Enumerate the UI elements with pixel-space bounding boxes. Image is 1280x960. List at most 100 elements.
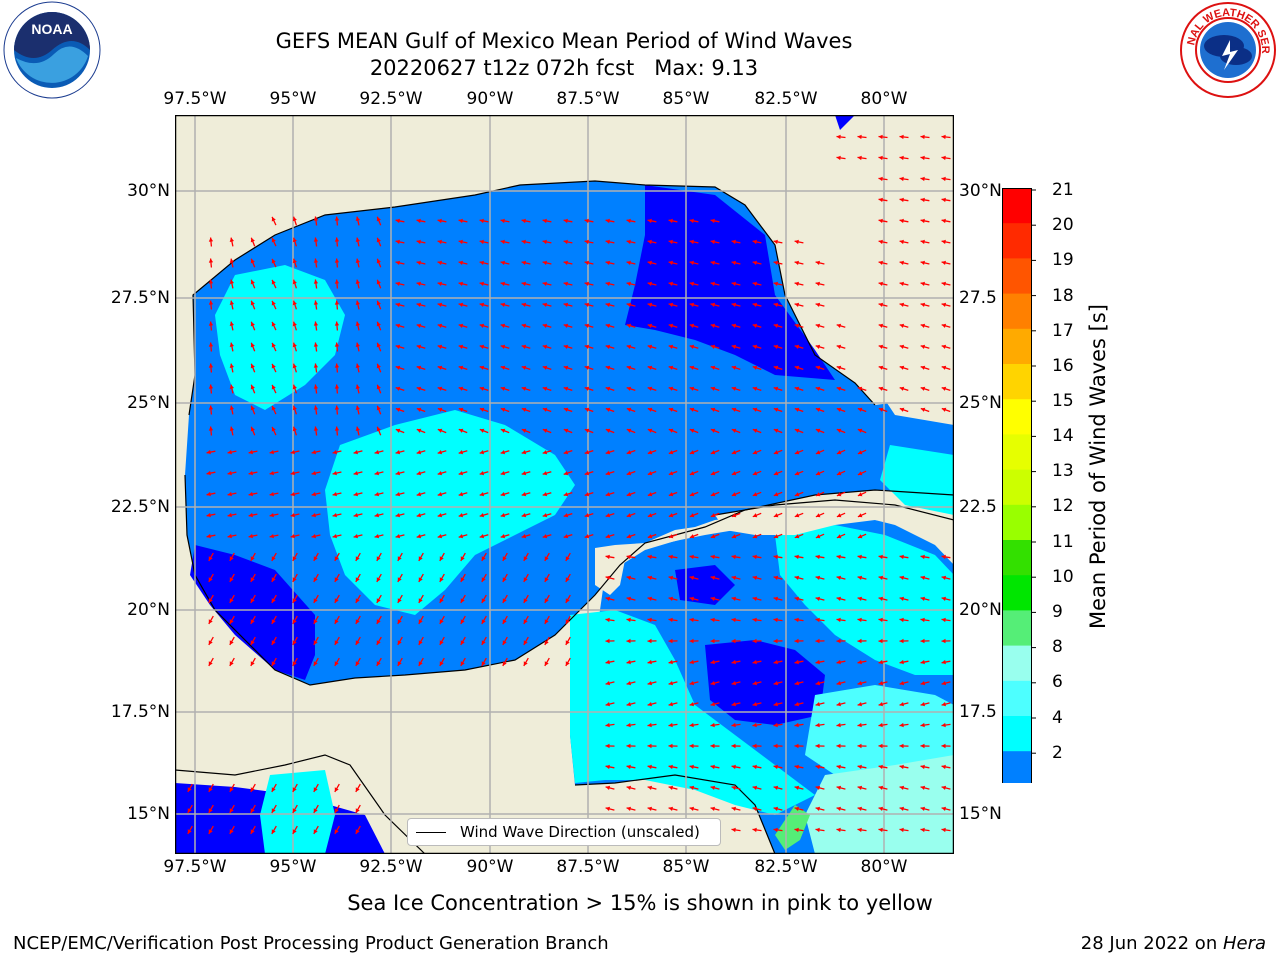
wave-direction-arrowhead [208, 426, 214, 431]
wave-direction-arrowhead [605, 492, 611, 497]
wave-direction-arrowhead [208, 300, 214, 305]
wave-direction-arrowhead [689, 575, 695, 580]
wave-direction-arrowhead [899, 617, 904, 623]
wave-direction-arrowhead [584, 239, 589, 245]
wave-direction-arrowhead [250, 426, 255, 432]
wave-direction-arrowhead [481, 640, 486, 645]
wave-direction-arrowhead [500, 428, 506, 433]
wave-direction-arrowhead [731, 806, 736, 811]
colorbar-segment [1002, 469, 1032, 506]
wave-direction-arrowhead [395, 471, 401, 476]
wave-direction-arrowhead [878, 785, 884, 790]
wave-direction-arrowhead [752, 239, 757, 245]
wave-direction-arrowhead [899, 806, 904, 811]
wave-direction-arrowhead [941, 617, 946, 623]
wave-direction-arrowhead [418, 661, 423, 666]
map-graticule [175, 115, 954, 854]
wave-direction-arrowhead [500, 218, 505, 224]
wave-direction-arrowhead [334, 384, 340, 389]
wave-direction-arrowhead [836, 386, 842, 391]
wave-direction-arrowhead [416, 450, 422, 455]
wave-direction-arrowhead [920, 575, 926, 580]
wave-direction-arrowhead [605, 407, 611, 412]
wave-direction-arrowhead [376, 661, 381, 666]
wave-direction-arrowhead [458, 386, 464, 391]
wave-direction-arrowhead [794, 681, 800, 686]
lon-tick-bottom: 92.5°W [359, 857, 423, 877]
wave-direction-arrowhead [395, 492, 401, 497]
wave-direction-arrowhead [376, 598, 381, 603]
wave-direction-arrowhead [334, 808, 339, 813]
wave-direction-arrowhead [502, 661, 507, 666]
wave-direction-arrowhead [311, 513, 316, 518]
wave-direction-arrowhead [647, 218, 652, 224]
wave-direction-arrowhead [878, 764, 883, 770]
wave-direction-arrowhead [229, 405, 234, 410]
wave-direction-arrowhead [794, 407, 800, 412]
wave-direction-arrowhead [584, 344, 590, 349]
wave-direction-arrowhead [416, 239, 421, 245]
wave-direction-arrowhead [752, 764, 757, 770]
wave-direction-arrowhead [605, 281, 610, 286]
wave-direction-arrowhead [878, 260, 883, 265]
wave-direction-arrowhead [815, 471, 821, 476]
wave-direction-arrowhead [773, 302, 779, 307]
wave-direction-arrowhead [836, 428, 842, 433]
wave-direction-arrowhead [731, 827, 736, 833]
wave-direction-arrowhead [794, 617, 799, 623]
wave-direction-arrowhead [584, 407, 590, 412]
wave-direction-arrowhead [416, 302, 422, 307]
wave-direction-arrowhead [292, 216, 297, 222]
wave-direction-arrowhead [668, 575, 674, 580]
wave-direction-arrowhead [857, 596, 862, 601]
wave-direction-arrowhead [689, 806, 694, 811]
wave-direction-arrowhead [542, 218, 547, 224]
wave-direction-arrowhead [376, 640, 381, 645]
wave-direction-arrowhead [334, 661, 339, 666]
wave-direction-arrowhead [689, 554, 694, 560]
wave-direction-arrowhead [395, 218, 400, 224]
wave-direction-arrowhead [500, 302, 506, 307]
wave-direction-arrowhead [752, 722, 757, 728]
wave-direction-arrowhead [313, 661, 318, 666]
wave-direction-arrowhead [899, 386, 905, 391]
wave-direction-arrowhead [836, 681, 842, 686]
wave-direction-arrowhead [353, 513, 358, 518]
wave-direction-arrowhead [584, 260, 589, 265]
wave-direction-arrowhead [626, 239, 631, 245]
wave-direction-arrowhead [271, 426, 276, 432]
wave-direction-arrowhead [899, 197, 904, 203]
wave-direction-arrowhead [815, 554, 820, 560]
colorbar-label: 9 [1052, 602, 1063, 622]
wave-direction-arrowhead [292, 279, 297, 285]
wave-direction-arrowhead [647, 575, 653, 580]
wave-direction-arrowhead [836, 806, 841, 811]
wave-direction-arrowhead [794, 344, 800, 349]
wave-direction-arrowhead [313, 216, 319, 221]
wave-direction-arrowhead [481, 661, 486, 666]
wave-direction-arrowhead [544, 640, 549, 645]
colorbar-label: 4 [1052, 708, 1063, 728]
colorbar-label: 17 [1052, 321, 1074, 341]
wave-direction-arrowhead [836, 134, 841, 140]
wave-direction-arrowhead [899, 659, 904, 665]
lat-tick-right: 15°N [959, 804, 1002, 824]
wave-direction-arrowhead [292, 829, 297, 834]
wave-direction-arrowhead [229, 556, 234, 561]
wave-direction-arrowhead [794, 702, 799, 707]
wave-direction-arrowhead [920, 722, 925, 728]
wave-direction-arrowhead [500, 492, 506, 497]
wave-direction-arrowhead [731, 638, 736, 644]
wave-direction-arrowhead [437, 323, 443, 328]
wave-direction-arrowhead [292, 640, 297, 645]
wave-direction-arrowhead [458, 365, 464, 370]
wave-direction-arrowhead [311, 471, 316, 476]
wave-direction-arrowhead [563, 492, 569, 497]
wave-direction-arrowhead [313, 556, 318, 561]
wave-direction-arrowhead [941, 722, 946, 728]
wave-direction-arrowhead [605, 575, 611, 580]
wave-direction-arrowhead [836, 617, 841, 623]
wave-direction-arrowhead [626, 492, 632, 497]
wave-direction-arrowhead [815, 681, 821, 686]
lon-tick-bottom: 85°W [662, 857, 710, 877]
